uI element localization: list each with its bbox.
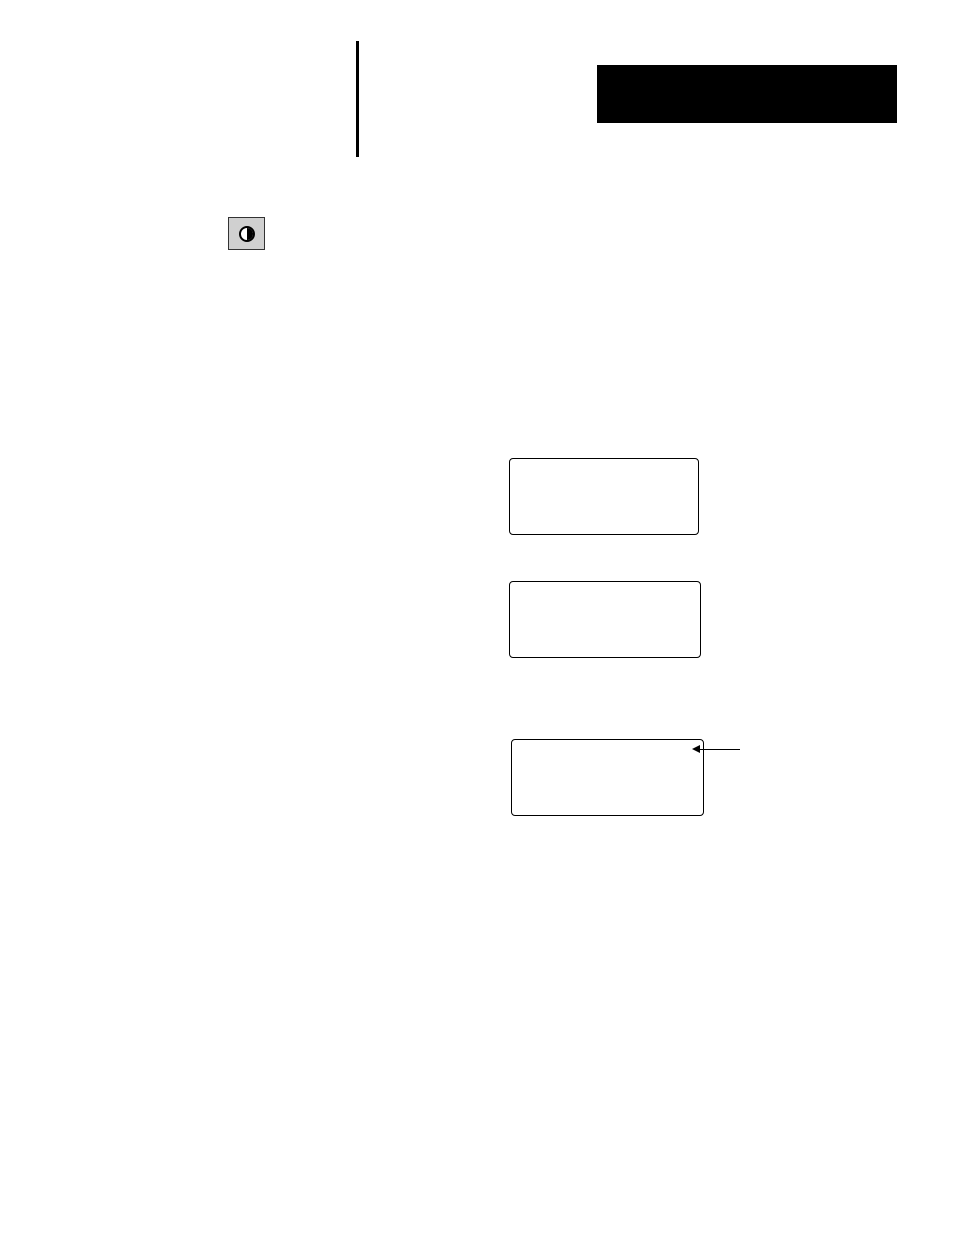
- contrast-icon: [239, 226, 255, 242]
- arrow-head-icon: [692, 745, 700, 753]
- contrast-button[interactable]: [228, 217, 265, 250]
- display-box-3: [511, 739, 704, 816]
- display-box-2: [509, 581, 701, 658]
- arrow-line: [700, 749, 740, 750]
- header-divider-line: [356, 41, 359, 157]
- header-black-box: [597, 65, 897, 123]
- display-box-1: [509, 458, 699, 535]
